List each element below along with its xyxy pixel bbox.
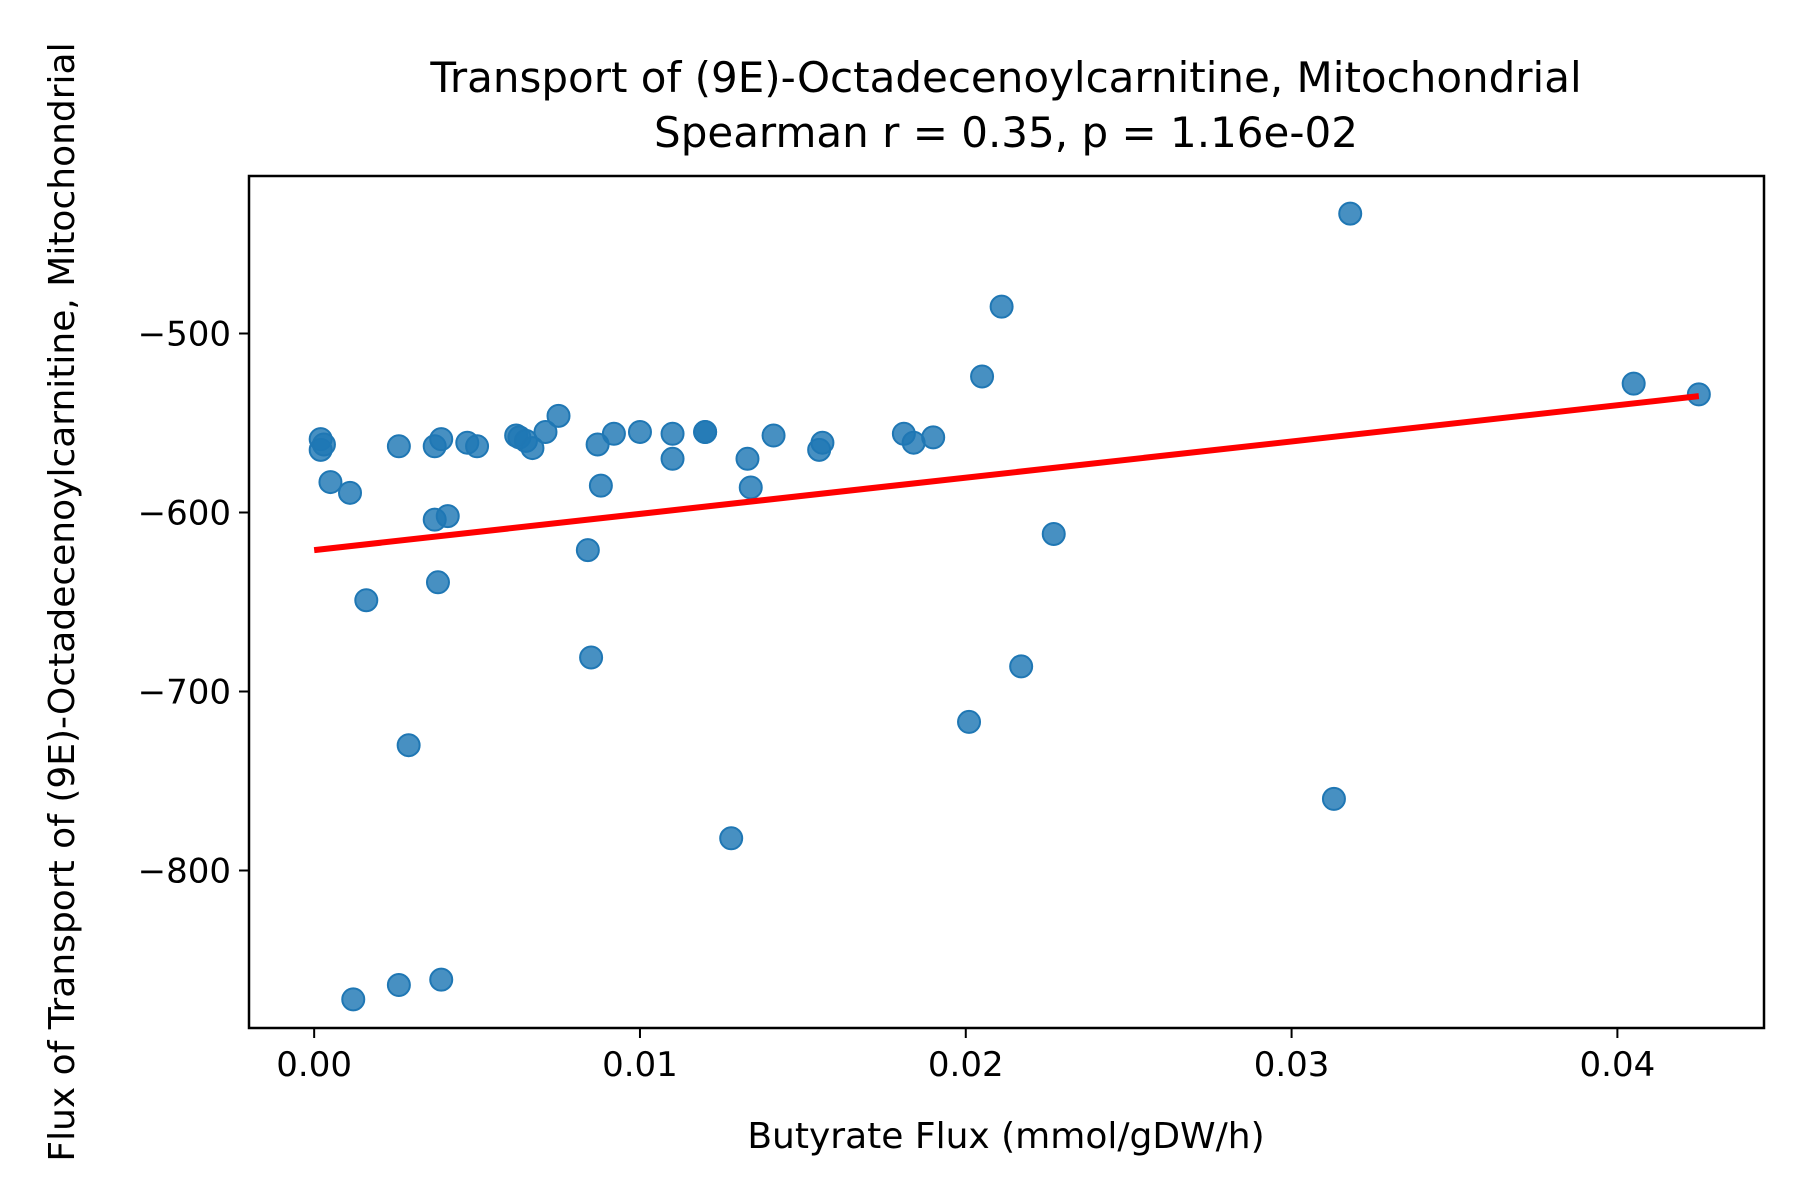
data-point <box>627 419 652 444</box>
data-point <box>901 430 926 455</box>
y-axis: −800 −700 −600 −500 <box>138 315 249 891</box>
data-point <box>660 446 685 471</box>
data-point <box>1041 521 1066 546</box>
data-point <box>386 434 411 459</box>
data-point <box>425 570 450 595</box>
data-point <box>465 434 490 459</box>
x-tick-label: 0.00 <box>276 1045 352 1085</box>
data-point <box>1338 201 1363 226</box>
data-point <box>546 403 571 428</box>
x-tick-label: 0.03 <box>1254 1045 1330 1085</box>
data-point <box>575 538 600 563</box>
y-tick-label: −700 <box>138 672 231 712</box>
data-point <box>533 419 558 444</box>
data-point <box>957 709 982 734</box>
data-point <box>311 432 336 457</box>
plot-frame <box>247 174 1766 1030</box>
x-axis: 0.00 0.01 0.02 0.03 0.04 <box>276 1028 1655 1085</box>
y-tick-label: −800 <box>138 851 231 891</box>
data-point <box>989 294 1014 319</box>
data-point <box>429 427 454 452</box>
chart-title: Transport of (9E)-Octadecenoylcarnitine,… <box>429 53 1581 102</box>
data-point <box>588 473 613 498</box>
data-point <box>1009 654 1034 679</box>
x-tick-label: 0.04 <box>1580 1045 1656 1085</box>
y-tick-label: −600 <box>138 494 231 534</box>
data-point <box>693 419 718 444</box>
data-point <box>719 826 744 851</box>
chart-subtitle: Spearman r = 0.35, p = 1.16e-02 <box>654 108 1358 157</box>
data-point <box>738 475 763 500</box>
data-point <box>735 446 760 471</box>
data-point <box>921 425 946 450</box>
data-point <box>435 504 460 529</box>
data-point <box>338 480 362 505</box>
data-point <box>970 364 995 389</box>
data-point <box>601 421 626 446</box>
x-tick-label: 0.01 <box>602 1045 678 1085</box>
data-point <box>318 470 343 495</box>
data-point <box>520 436 545 461</box>
data-point <box>429 967 454 992</box>
data-point <box>660 421 685 446</box>
data-point <box>579 645 604 670</box>
data-points <box>308 201 1711 1012</box>
data-point <box>354 588 379 613</box>
data-point <box>341 987 366 1012</box>
data-point <box>810 430 835 455</box>
x-tick-label: 0.02 <box>928 1045 1004 1085</box>
data-point <box>1321 786 1346 811</box>
data-point <box>1621 371 1646 396</box>
regression-line <box>313 393 1700 554</box>
y-tick-label: −500 <box>138 315 231 355</box>
x-axis-label: Butyrate Flux (mmol/gDW/h) <box>747 1116 1264 1157</box>
y-axis-label: Flux of Transport of (9E)-Octadecenoylca… <box>42 42 83 1161</box>
data-point <box>386 973 411 998</box>
data-point <box>396 733 421 758</box>
data-point <box>761 423 786 448</box>
